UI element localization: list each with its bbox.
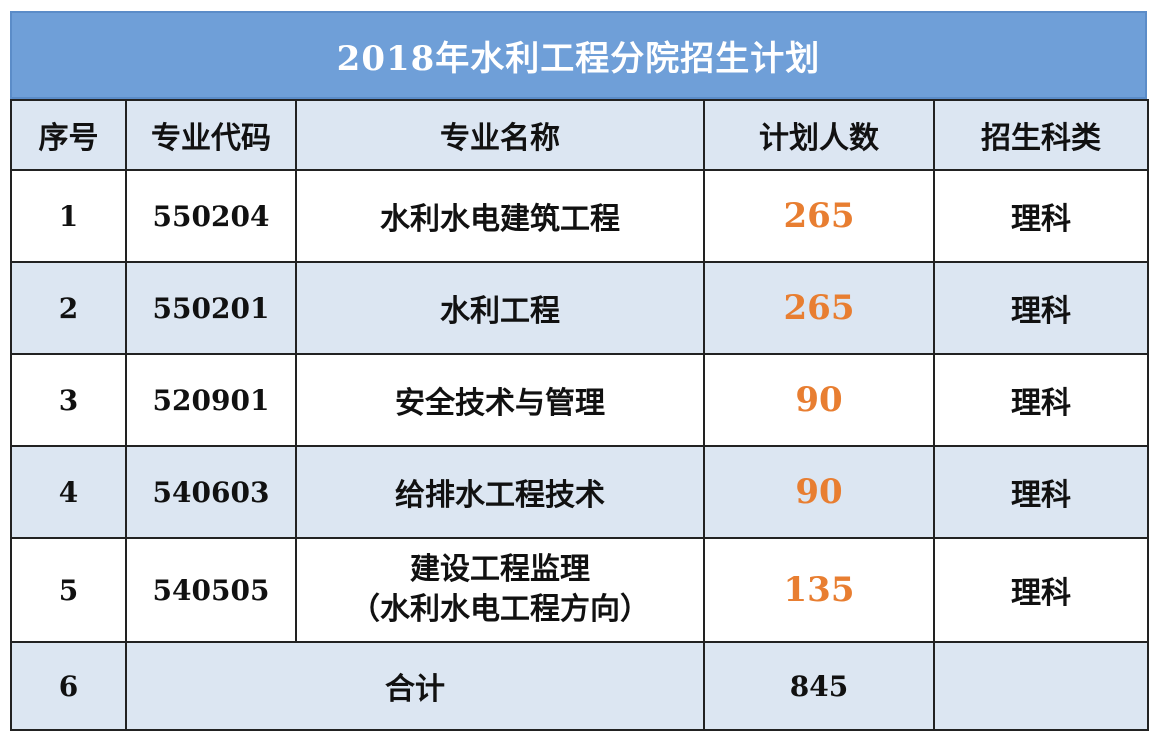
header-category: 招生科类 bbox=[933, 99, 1149, 171]
row-major-name: 水利水电建筑工程 bbox=[295, 169, 705, 263]
table-row: 2 550201 水利工程 265 理科 bbox=[10, 261, 1149, 355]
total-category bbox=[933, 641, 1149, 731]
row-code: 540505 bbox=[125, 537, 297, 643]
row-category: 理科 bbox=[933, 169, 1149, 263]
header-code: 专业代码 bbox=[125, 99, 297, 171]
row-index: 3 bbox=[10, 353, 127, 447]
enrollment-table: 序号 专业代码 专业名称 计划人数 招生科类 1 550204 水利水电建筑工程… bbox=[10, 99, 1149, 731]
row-code: 520901 bbox=[125, 353, 297, 447]
total-label: 合计 bbox=[125, 641, 705, 731]
row-index: 4 bbox=[10, 445, 127, 539]
row-plan-count: 90 bbox=[703, 445, 935, 539]
row-index: 1 bbox=[10, 169, 127, 263]
total-index: 6 bbox=[10, 641, 127, 731]
row-category: 理科 bbox=[933, 261, 1149, 355]
table-row: 1 550204 水利水电建筑工程 265 理科 bbox=[10, 169, 1149, 263]
row-index: 5 bbox=[10, 537, 127, 643]
row-code: 550204 bbox=[125, 169, 297, 263]
row-index: 2 bbox=[10, 261, 127, 355]
row-plan-count: 265 bbox=[703, 169, 935, 263]
row-major-name-line2: （水利水电工程方向） bbox=[350, 592, 650, 627]
header-index: 序号 bbox=[10, 99, 127, 171]
enrollment-plan-sheet: 2018年水利工程分院招生计划 序号 专业代码 专业名称 计划人数 招生科类 1… bbox=[10, 11, 1149, 731]
row-category: 理科 bbox=[933, 353, 1149, 447]
row-category: 理科 bbox=[933, 537, 1149, 643]
table-header-row: 序号 专业代码 专业名称 计划人数 招生科类 bbox=[10, 99, 1149, 171]
row-category: 理科 bbox=[933, 445, 1149, 539]
row-code: 540603 bbox=[125, 445, 297, 539]
row-major-name: 建设工程监理 （水利水电工程方向） bbox=[295, 537, 705, 643]
table-row: 5 540505 建设工程监理 （水利水电工程方向） 135 理科 bbox=[10, 537, 1149, 643]
row-plan-count: 265 bbox=[703, 261, 935, 355]
row-major-name: 给排水工程技术 bbox=[295, 445, 705, 539]
row-plan-count: 135 bbox=[703, 537, 935, 643]
row-plan-count: 90 bbox=[703, 353, 935, 447]
row-code: 550201 bbox=[125, 261, 297, 355]
header-name: 专业名称 bbox=[295, 99, 705, 171]
page-title: 2018年水利工程分院招生计划 bbox=[10, 11, 1147, 99]
total-row: 6 合计 845 bbox=[10, 641, 1149, 731]
header-plan: 计划人数 bbox=[703, 99, 935, 171]
total-plan-count: 845 bbox=[703, 641, 935, 731]
table-row: 4 540603 给排水工程技术 90 理科 bbox=[10, 445, 1149, 539]
row-major-name: 水利工程 bbox=[295, 261, 705, 355]
table-row: 3 520901 安全技术与管理 90 理科 bbox=[10, 353, 1149, 447]
row-major-name: 安全技术与管理 bbox=[295, 353, 705, 447]
row-major-name-line1: 建设工程监理 bbox=[410, 552, 590, 587]
